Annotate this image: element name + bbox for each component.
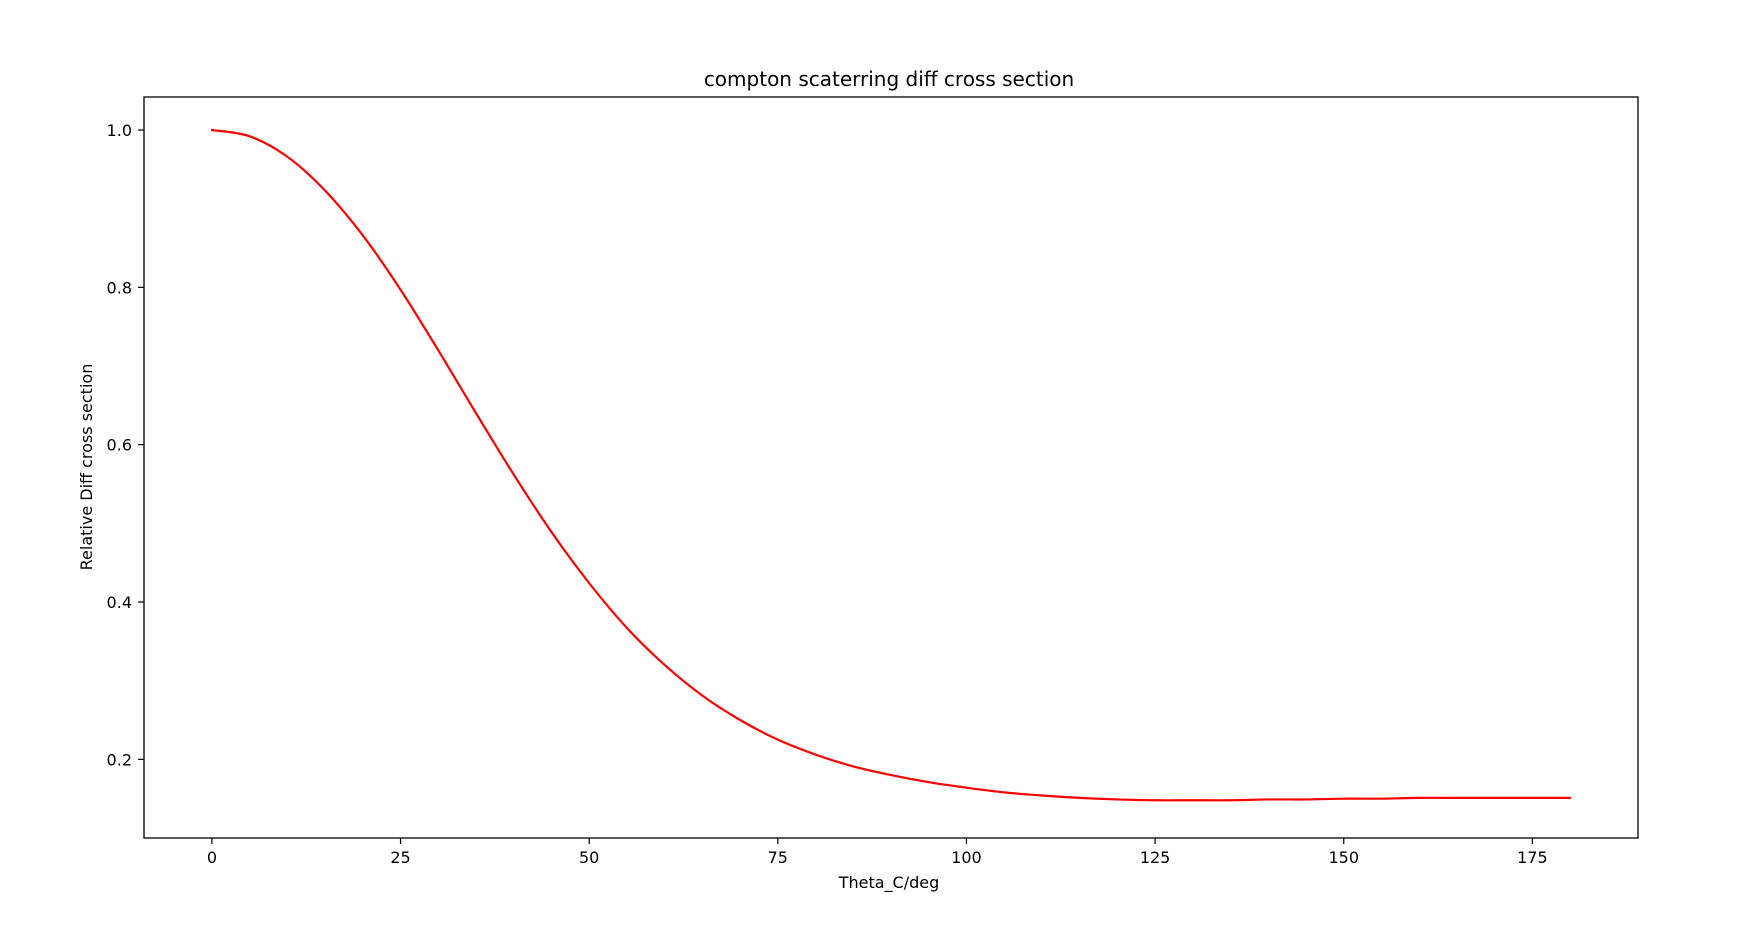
x-tick-label: 0 xyxy=(207,848,217,867)
x-axis: 0 25 50 75 100 125 150 175 xyxy=(207,838,1548,867)
x-tick-label: 75 xyxy=(768,848,788,867)
y-tick-label: 1.0 xyxy=(107,121,132,140)
y-axis-label: Relative Diff cross section xyxy=(77,364,96,571)
y-tick-label: 0.4 xyxy=(107,593,132,612)
series-layer xyxy=(210,128,1572,802)
y-tick-label: 0.8 xyxy=(107,278,132,297)
series-line-0 xyxy=(210,128,1572,802)
x-tick-label: 100 xyxy=(951,848,982,867)
y-tick-label: 0.2 xyxy=(107,750,132,769)
x-axis-label: Theta_C/deg xyxy=(838,873,940,893)
x-tick-label: 50 xyxy=(579,848,599,867)
x-tick-label: 125 xyxy=(1140,848,1171,867)
y-tick-label: 0.6 xyxy=(107,436,132,455)
chart-title: compton scaterring diff cross section xyxy=(704,67,1074,91)
axes-frame xyxy=(143,96,1639,839)
y-axis: 0.2 0.4 0.6 0.8 1.0 xyxy=(107,121,144,769)
x-tick-label: 150 xyxy=(1328,848,1359,867)
x-tick-label: 175 xyxy=(1517,848,1548,867)
x-tick-label: 25 xyxy=(390,848,410,867)
